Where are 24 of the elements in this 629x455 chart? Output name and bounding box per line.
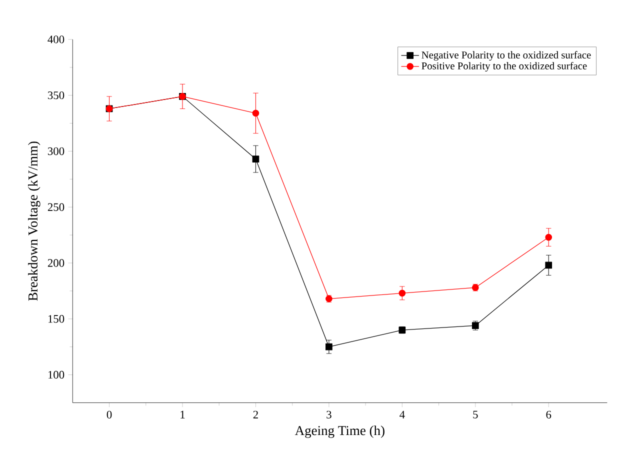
point	[398, 290, 406, 297]
y-tick-label: 100	[48, 371, 64, 379]
y-tick-label: 200	[48, 259, 64, 268]
y-tick-label: 250	[48, 203, 64, 212]
legend-label: Positive Polarity to the oxidized surface	[422, 62, 587, 72]
x-tick-label: 4	[400, 411, 405, 419]
x-tick-label: 3	[326, 411, 332, 419]
legend-label: Negative Polarity to the oxidized surface	[422, 51, 591, 61]
point	[326, 344, 332, 350]
x-tick-label: 1	[180, 410, 185, 419]
point	[545, 262, 552, 269]
x-tick-label: 5	[473, 411, 478, 419]
y-tick-label: 300	[48, 148, 64, 156]
x-tick-label: 2	[253, 411, 258, 419]
x-axis-title: Ageing Time (h)	[294, 426, 384, 438]
x-tick-label: 0	[106, 411, 112, 419]
point	[252, 110, 260, 117]
y-tick-label: 400	[48, 36, 64, 44]
point	[252, 156, 260, 163]
y-tick-label: 350	[48, 92, 64, 100]
y-tick-label: 150	[48, 315, 64, 323]
x-tick-label: 6	[546, 411, 552, 419]
y-axis-title: Breakdown Voltage (kV/mm)	[28, 142, 40, 301]
point	[545, 234, 552, 241]
